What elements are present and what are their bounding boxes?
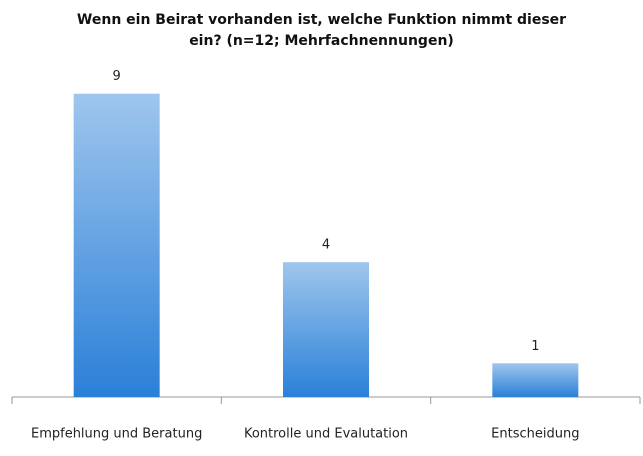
x-tick-label: Entscheidung: [491, 427, 579, 442]
data-label: 9: [113, 69, 121, 84]
data-label: 4: [322, 238, 330, 253]
chart-title: Wenn ein Beirat vorhanden ist, welche Fu…: [76, 12, 567, 49]
x-tick-label: Empfehlung und Beratung: [31, 427, 202, 442]
bar: [73, 93, 160, 397]
x-tick-label: Kontrolle und Evalutation: [244, 427, 408, 442]
bar: [283, 262, 369, 397]
bar: [492, 363, 579, 397]
data-label: 1: [531, 339, 539, 354]
